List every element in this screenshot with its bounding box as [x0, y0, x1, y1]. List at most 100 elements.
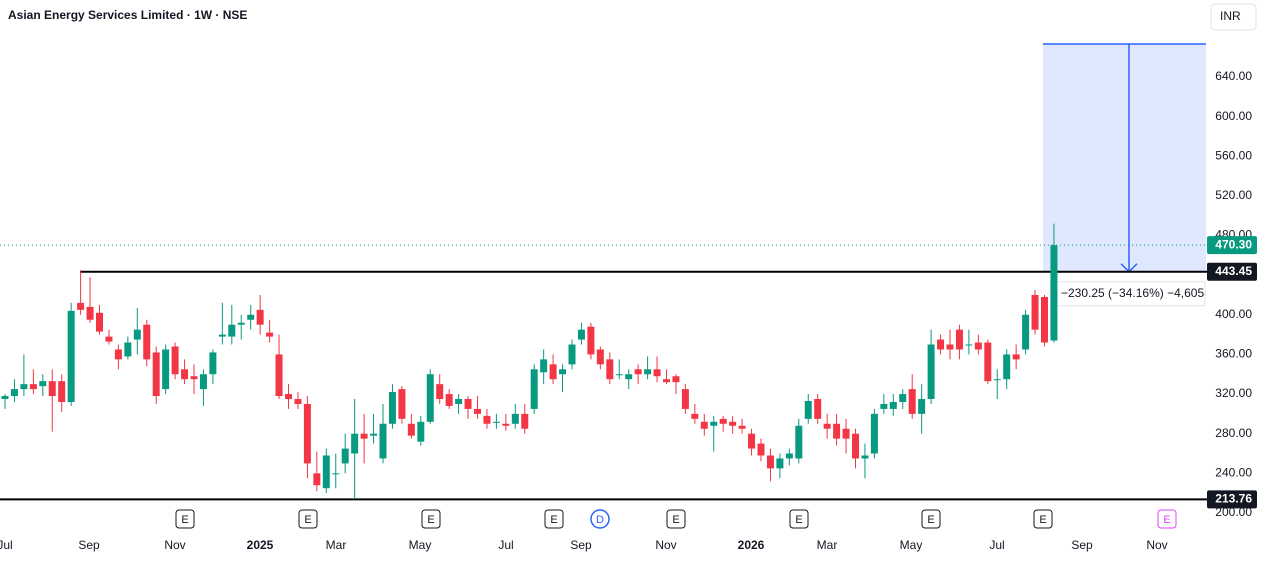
candle-body — [889, 401, 897, 409]
candle-body — [209, 352, 217, 375]
event-label: E — [1039, 514, 1046, 526]
candle-body — [530, 369, 538, 409]
candle-body — [521, 413, 529, 429]
candle-body — [96, 312, 103, 332]
candle-body — [776, 458, 784, 469]
candle-body — [341, 448, 349, 464]
candle-body — [880, 403, 888, 409]
candle-body — [77, 302, 85, 310]
candle-body — [417, 421, 425, 442]
candle-body — [785, 453, 793, 459]
candle-body — [993, 379, 1001, 381]
candle-body — [653, 369, 661, 377]
candle-body — [143, 324, 151, 360]
event-marker — [1033, 509, 1053, 529]
y-tick-label: 600.00 — [1215, 109, 1252, 123]
candle-body — [237, 322, 245, 325]
event-marker — [544, 509, 564, 529]
candle-body — [455, 399, 463, 404]
x-tick-label: Nov — [164, 538, 185, 552]
candle-body — [124, 342, 132, 357]
measure-box — [1043, 43, 1206, 272]
x-tick-label: Jul — [498, 538, 513, 552]
currency[interactable]: INR — [1220, 9, 1241, 23]
candle-body — [407, 423, 415, 436]
currency-box[interactable] — [1210, 3, 1257, 31]
price-tag — [1207, 262, 1257, 281]
event-label: E — [550, 514, 557, 526]
candle-body — [275, 354, 283, 397]
candle-body — [360, 433, 368, 439]
candle-body — [1031, 294, 1039, 330]
y-tick-label: 280.00 — [1215, 426, 1252, 440]
candle-body — [729, 421, 737, 426]
candle-body — [587, 326, 595, 355]
candle-body — [918, 399, 926, 414]
measure-label-box — [1056, 281, 1206, 307]
candle-body — [379, 423, 387, 459]
candle-body — [474, 408, 481, 414]
candle-body — [984, 342, 992, 382]
y-tick-label: 360.00 — [1215, 347, 1252, 361]
x-tick-label: 2026 — [738, 538, 765, 552]
event-label: E — [795, 514, 802, 526]
event-label: E — [181, 514, 188, 526]
event-marker — [175, 509, 195, 529]
y-tick-label: 640.00 — [1215, 69, 1252, 83]
candle-body — [833, 423, 841, 439]
y-tick-label: 320.00 — [1215, 386, 1252, 400]
candle-body — [955, 329, 963, 350]
candle-body — [171, 346, 179, 375]
candle-body — [644, 369, 652, 375]
x-tick-label: Mar — [326, 538, 347, 552]
candle-body — [672, 376, 680, 383]
candle-body — [436, 384, 444, 400]
candle-body — [691, 413, 699, 419]
candle-body — [852, 433, 859, 459]
candle-body — [748, 433, 756, 449]
candle-body — [483, 415, 491, 424]
x-tick-label: Sep — [570, 538, 592, 552]
candle-body — [162, 349, 170, 390]
candle-body — [114, 349, 122, 360]
candle-body — [266, 332, 274, 337]
candle-body — [199, 374, 207, 390]
candle-body — [313, 473, 321, 486]
candle-body — [105, 336, 113, 342]
candle-body — [502, 423, 510, 426]
x-tick-label: Nov — [1146, 538, 1167, 552]
chart-title: Asian Energy Services Limited · 1W · NSE — [8, 8, 247, 22]
candle-body — [681, 389, 689, 409]
candle-body — [152, 352, 160, 397]
price-tag-label: 443.45 — [1215, 264, 1252, 278]
candle-body — [946, 344, 954, 350]
candle-body — [181, 369, 189, 380]
candle-body — [67, 310, 75, 402]
measure-label: −230.25 (−34.16%) −4,605 — [1061, 286, 1204, 300]
candle-body — [965, 344, 973, 346]
candle-body — [29, 384, 37, 390]
candle-body — [615, 374, 623, 376]
candle-body — [1022, 314, 1030, 350]
candle-body — [133, 329, 141, 340]
candle-body — [511, 413, 519, 424]
event-label: E — [427, 514, 434, 526]
candle-body — [86, 306, 94, 320]
x-tick-label: May — [900, 538, 923, 552]
candle-body — [606, 359, 614, 380]
candle-body — [719, 418, 727, 424]
y-tick-label: 400.00 — [1215, 307, 1252, 321]
candle-body — [710, 421, 718, 426]
x-tick-label: Nov — [655, 538, 676, 552]
candle-body — [388, 392, 396, 424]
candle-body — [757, 443, 765, 456]
x-tick-label: Jul — [989, 538, 1004, 552]
candle-body — [634, 369, 642, 375]
candle-body — [294, 399, 302, 404]
candle-body — [908, 389, 916, 414]
candle-body — [1, 396, 9, 400]
price-tag — [1207, 236, 1257, 255]
candle-body — [285, 394, 292, 400]
candle-body — [842, 428, 850, 439]
candle-body — [559, 369, 567, 375]
